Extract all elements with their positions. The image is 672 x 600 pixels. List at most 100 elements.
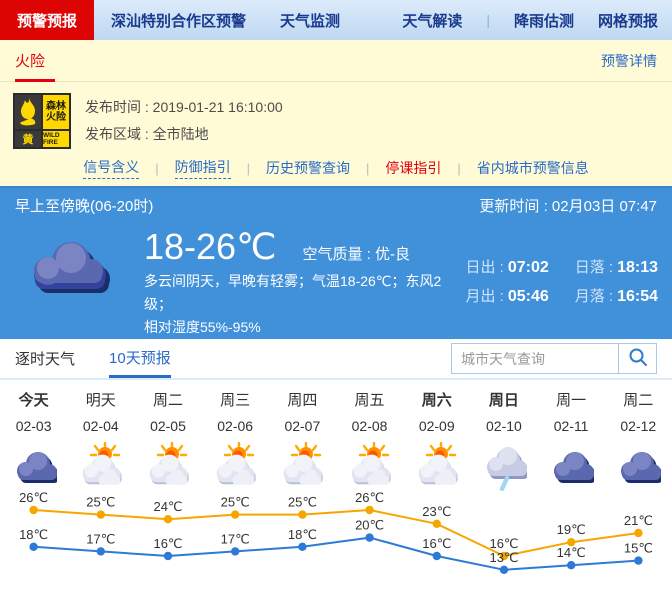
alert-tab-bar: 火险 预警详情 xyxy=(0,40,672,82)
sun-moon-value: 07:02 xyxy=(507,259,549,276)
partly-cloudy-icon xyxy=(67,440,134,490)
day-date: 02-05 xyxy=(150,418,186,434)
day-name: 周二 xyxy=(623,392,654,409)
weather-description: 多云间阴天，早晚有轻雾；气温18-26℃；东风2级； 相对湿度55%-95% xyxy=(144,273,442,335)
day-date: 02-12 xyxy=(620,418,657,434)
temp-point xyxy=(634,556,643,565)
fire-icon-title: 森林 火险 xyxy=(43,94,69,129)
partly-cloudy-icon xyxy=(403,440,470,490)
temperature-chart: 26℃ 25℃ 24℃ 25℃ 25℃ 26℃ 23℃ 16℃ 19℃ 21℃ 18℃ 17℃ 16℃ 1… xyxy=(0,490,672,595)
publish-area-value: 全市陆地 xyxy=(152,125,209,142)
forest-fire-warning-icon: 森林 火险 黄 WILD FIRE xyxy=(13,92,71,149)
sun-moon-label: 日出 : xyxy=(465,259,504,276)
sun-moon-label: 月出 : xyxy=(465,288,504,305)
nav-separator: | xyxy=(486,12,490,28)
sun-moon-item: 日落 :18:13 xyxy=(575,256,658,277)
temp-label: 24℃ xyxy=(153,499,182,514)
publish-area-label: 发布区域 : xyxy=(85,125,149,142)
day-name: 周四 xyxy=(287,392,318,409)
temp-point xyxy=(567,561,576,570)
nav-right-links: 天气解读 | 降雨估测 网格预报 xyxy=(378,0,672,40)
temp-point xyxy=(96,547,106,556)
sun-moon-value: 16:54 xyxy=(617,288,658,305)
forecast-day-column[interactable]: 明天 02-04 xyxy=(67,388,134,490)
nav-link[interactable]: 网格预报 xyxy=(597,12,658,30)
temp-line xyxy=(33,508,639,558)
alert-quick-links: 信号含义 | 防御指引 | 历史预警查询 | 停课指引 | 省内城市预警信息 xyxy=(0,150,672,186)
tab-hourly-weather[interactable]: 逐时天气 xyxy=(15,351,76,368)
day-name: 周一 xyxy=(556,392,587,409)
cloudy-weather-icon xyxy=(22,236,122,307)
tab-ten-day-forecast[interactable]: 10天预报 xyxy=(109,339,171,378)
alert-link[interactable]: 信号含义 xyxy=(83,157,140,179)
temp-point xyxy=(432,519,441,528)
light-rain-icon xyxy=(470,440,537,491)
top-nav: 预警预报 深汕特别合作区预警 天气监测 天气解读 | 降雨估测 网格预报 xyxy=(0,0,672,40)
active-tab-underline xyxy=(15,79,55,82)
nav-link[interactable]: 天气解读 xyxy=(402,12,463,30)
temp-label: 14℃ xyxy=(557,545,586,560)
temp-label: 17℃ xyxy=(221,531,250,546)
city-search-input[interactable] xyxy=(452,344,618,373)
sun-moon-item: 日出 :07:02 xyxy=(465,256,548,277)
temp-point xyxy=(365,505,374,515)
sun-moon-value: 18:13 xyxy=(617,259,658,276)
link-separator: | xyxy=(155,160,159,176)
temp-label: 26℃ xyxy=(355,490,384,505)
temp-point xyxy=(365,533,374,542)
day-date: 02-03 xyxy=(15,418,52,434)
forecast-day-column[interactable]: 周二 02-12 xyxy=(605,388,672,490)
day-name: 周二 xyxy=(152,392,183,409)
temp-point xyxy=(499,551,509,561)
nav-link[interactable]: 降雨估测 xyxy=(513,12,574,30)
alert-publish-info: 发布时间 : 2019-01-21 16:10:00 发布区域 : 全市陆地 xyxy=(85,94,283,148)
nav-tab[interactable]: 预警预报 xyxy=(0,0,95,40)
temp-point xyxy=(432,551,441,561)
day-columns: 今天 02-03 明天 02-04 周二 02-05 周三 02-06 周四 02-07 周五 02-… xyxy=(0,388,672,491)
forecast-day-column[interactable]: 今天 02-03 xyxy=(0,388,67,490)
temperature-range: 18-26℃ xyxy=(144,226,277,267)
fire-icon-en: WILD FIRE xyxy=(43,130,69,147)
temp-point xyxy=(96,510,106,519)
alert-link[interactable]: 防御指引 xyxy=(174,157,231,179)
forecast-day-column[interactable]: 周日 02-10 xyxy=(470,388,537,491)
forecast-day-column[interactable]: 周四 02-07 xyxy=(269,388,336,490)
forecast-day-column[interactable]: 周六 02-09 xyxy=(403,388,470,490)
nav-tab[interactable]: 天气监测 xyxy=(280,12,341,30)
temp-point xyxy=(29,505,38,515)
alert-tab-fire-risk[interactable]: 火险 xyxy=(15,53,46,70)
summary-update-time: 更新时间 : 02月03日 07:47 xyxy=(479,197,657,215)
nav-tab[interactable]: 深汕特别合作区预警 xyxy=(111,12,247,30)
forecast-day-column[interactable]: 周三 02-06 xyxy=(202,388,269,490)
link-separator: | xyxy=(457,160,461,176)
search-button[interactable] xyxy=(618,344,656,373)
day-name: 明天 xyxy=(85,392,116,409)
alert-link[interactable]: 历史预警查询 xyxy=(266,160,350,176)
alert-link[interactable]: 省内城市预警信息 xyxy=(476,160,589,176)
summary-header: 早上至傍晚(06-20时) 更新时间 : 02月03日 07:47 xyxy=(0,186,672,222)
forecast-day-column[interactable]: 周五 02-08 xyxy=(336,388,403,490)
sun-moon-times: 日出 :07:02 日落 :18:13 月出 :05:46 月落 :16:54 xyxy=(465,256,658,306)
publish-time-value: 2019-01-21 16:10:00 xyxy=(152,98,283,115)
partly-cloudy-icon xyxy=(134,440,201,490)
forecast-day-column[interactable]: 周二 02-05 xyxy=(134,388,201,490)
alert-info: 森林 火险 黄 WILD FIRE 发布时间 : 2019-01-21 16:10… xyxy=(0,82,672,150)
search-icon xyxy=(628,347,648,370)
day-name: 周日 xyxy=(488,392,519,409)
link-separator: | xyxy=(366,160,370,176)
sun-moon-value: 05:46 xyxy=(507,288,549,305)
alert-detail-link[interactable]: 预警详情 xyxy=(601,52,657,69)
alert-link[interactable]: 停课指引 xyxy=(385,160,442,176)
temp-label: 16℃ xyxy=(489,536,518,551)
temp-label: 16℃ xyxy=(153,536,182,551)
temp-label: 25℃ xyxy=(221,495,250,510)
forecast-day-column[interactable]: 周一 02-11 xyxy=(538,388,605,490)
forecast-tab-row: 逐时天气 10天预报 xyxy=(0,339,672,380)
temp-label: 18℃ xyxy=(19,527,48,542)
temp-label: 16℃ xyxy=(422,536,451,551)
fire-icon-level: 黄 xyxy=(15,130,41,147)
temp-label: 13℃ xyxy=(489,550,518,565)
temp-label: 19℃ xyxy=(557,522,586,537)
day-date: 02-08 xyxy=(351,418,388,434)
